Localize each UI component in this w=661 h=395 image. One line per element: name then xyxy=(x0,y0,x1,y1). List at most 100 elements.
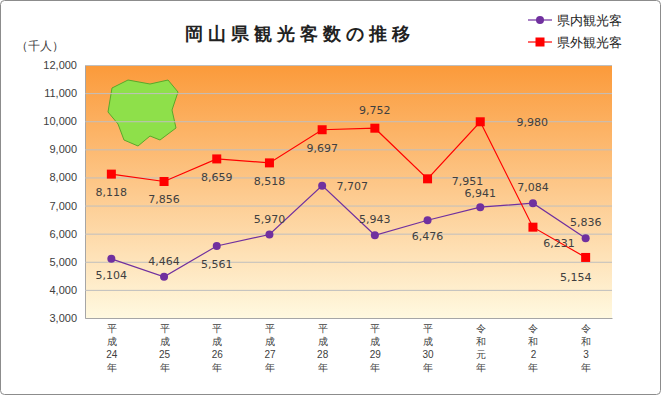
x-tick-label-part: 成 xyxy=(318,336,328,347)
x-axis-line xyxy=(86,318,613,319)
x-tick-label-part: 成 xyxy=(212,336,222,347)
data-point xyxy=(476,117,485,126)
y-tick-label: 12,000 xyxy=(43,59,77,71)
data-label: 7,084 xyxy=(517,181,549,194)
data-label: 6,476 xyxy=(412,230,444,243)
x-tick-label-part: 年 xyxy=(528,362,538,373)
data-point xyxy=(107,255,115,263)
x-tick-label: 令和元年 xyxy=(476,323,486,373)
data-point xyxy=(528,223,537,232)
x-tick-label-part: 27 xyxy=(264,349,276,360)
data-label: 5,943 xyxy=(359,213,391,226)
data-label: 5,154 xyxy=(560,271,592,284)
data-labels: 5,1044,4645,5615,9707,7075,9436,4766,941… xyxy=(96,104,602,284)
x-tick-label-part: 令 xyxy=(581,323,591,334)
x-tick-label-part: 元 xyxy=(476,349,486,360)
y-tick: 7,000 xyxy=(49,200,612,212)
x-tick-label-part: 29 xyxy=(370,349,382,360)
x-tick-label-part: 年 xyxy=(107,362,117,373)
x-tick-label-part: 和 xyxy=(528,336,538,347)
x-tick-label-part: 成 xyxy=(107,336,117,347)
y-axis: 3,0004,0005,0006,0007,0008,0009,00010,00… xyxy=(43,59,612,324)
chart: 3,0004,0005,0006,0007,0008,0009,00010,00… xyxy=(0,0,661,395)
y-tick-label: 9,000 xyxy=(49,143,77,155)
data-label: 5,836 xyxy=(570,216,602,229)
x-tick: 令和2年 xyxy=(528,318,538,373)
data-point xyxy=(107,170,116,179)
data-label: 7,856 xyxy=(148,193,180,206)
y-tick-label: 6,000 xyxy=(49,228,77,240)
x-tick-label-part: 30 xyxy=(422,349,434,360)
x-tick: 平成28年 xyxy=(317,318,329,373)
x-tick-label-part: 平 xyxy=(107,323,117,334)
grid-line xyxy=(85,65,612,66)
data-point xyxy=(160,273,168,281)
data-label: 5,561 xyxy=(201,258,233,271)
y-tick-label: 10,000 xyxy=(43,115,77,127)
legend-label: 県内観光客 xyxy=(557,13,622,28)
x-tick-label: 平成28年 xyxy=(317,323,329,373)
x-tick-label-part: 令 xyxy=(476,323,486,334)
data-label: 5,970 xyxy=(254,213,286,226)
x-tick-label-part: 成 xyxy=(265,336,275,347)
chart-title: 岡山県観光客数の推移 xyxy=(185,23,415,44)
x-tick: 平成30年 xyxy=(422,318,434,373)
series-line xyxy=(111,122,585,258)
data-point xyxy=(371,231,379,239)
x-tick: 平成 26 年 xyxy=(212,318,224,373)
chart-frame xyxy=(1,1,661,395)
data-label: 9,752 xyxy=(359,104,391,117)
x-tick-label-part: 年 xyxy=(370,362,380,373)
x-tick: 令和元年 xyxy=(476,318,486,373)
legend-marker xyxy=(536,16,544,24)
x-tick-label-part: 年 xyxy=(212,362,222,373)
x-tick: 平成 24 年 xyxy=(106,318,118,373)
data-point xyxy=(265,231,273,239)
x-tick-label: 平成 26 年 xyxy=(212,323,224,373)
y-tick: 6,000 xyxy=(49,228,612,240)
y-axis-line xyxy=(85,66,86,319)
x-tick-label-part: 25 xyxy=(159,349,171,360)
map-illustration xyxy=(108,80,178,146)
x-tick-label-part: 24 xyxy=(106,349,118,360)
grid-line xyxy=(85,93,612,94)
y-axis-title: （千人） xyxy=(16,39,64,53)
x-tick-label-part: 26 xyxy=(212,349,224,360)
x-tick-label-part: 成 xyxy=(160,336,170,347)
data-point xyxy=(265,158,274,167)
marks xyxy=(107,117,590,281)
data-point xyxy=(582,234,590,242)
x-tick-label: 令和2年 xyxy=(528,323,538,373)
grid-line xyxy=(85,318,612,319)
y-tick-label: 3,000 xyxy=(49,312,77,324)
x-tick-label-part: 平 xyxy=(212,323,222,334)
data-label: 8,118 xyxy=(96,186,128,199)
x-tick-label: 平成27年 xyxy=(264,323,276,373)
x-tick-label-part: 年 xyxy=(318,362,328,373)
legend: 県内観光客県外観光客 xyxy=(528,13,622,50)
x-tick-label: 平成 24 年 xyxy=(106,323,118,373)
legend-marker xyxy=(536,38,545,47)
data-point xyxy=(529,199,537,207)
data-point xyxy=(423,174,432,183)
y-tick-label: 8,000 xyxy=(49,171,77,183)
data-label: 9,697 xyxy=(306,142,338,155)
x-tick: 令和3年 xyxy=(581,318,591,373)
data-label: 7,707 xyxy=(336,180,368,193)
y-tick-label: 5,000 xyxy=(49,256,77,268)
x-tick-label-part: 3 xyxy=(583,349,589,360)
x-tick-label-part: 年 xyxy=(476,362,486,373)
data-label: 6,941 xyxy=(465,187,497,200)
data-point xyxy=(212,154,221,163)
x-tick-label-part: 年 xyxy=(160,362,170,373)
x-tick-label: 令和3年 xyxy=(581,323,591,373)
data-label: 8,518 xyxy=(254,175,286,188)
x-tick-label-part: 成 xyxy=(423,336,433,347)
grid-line xyxy=(85,290,612,291)
data-label: 6,231 xyxy=(543,237,575,250)
x-tick-label-part: 2 xyxy=(531,349,537,360)
series-line xyxy=(111,186,585,277)
x-tick-label: 平成25年 xyxy=(159,323,171,373)
data-point xyxy=(424,216,432,224)
y-tick-label: 7,000 xyxy=(49,200,77,212)
